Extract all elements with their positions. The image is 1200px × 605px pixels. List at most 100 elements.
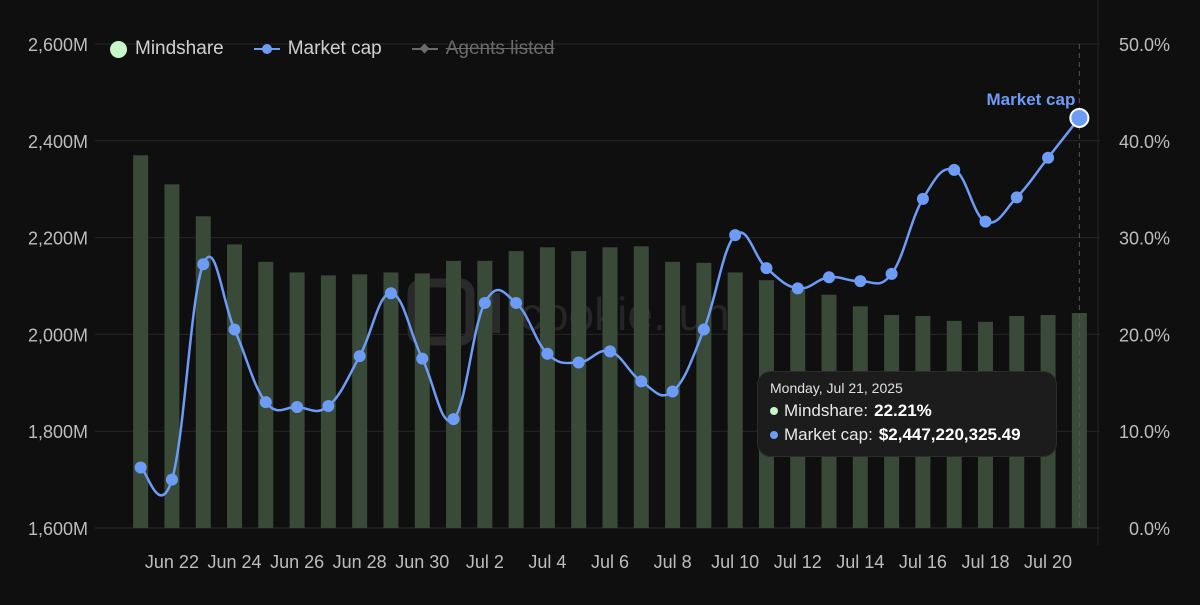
x-tick-label: Jul 12 [774,552,822,572]
x-tick-label: Jun 28 [333,552,387,572]
legend-label-mindshare: Mindshare [135,38,224,59]
legend-label-agents-listed: Agents listed [445,38,555,59]
market-cap-point [510,296,523,309]
mindshare-bar [696,262,712,528]
x-tick-label: Jul 6 [591,552,629,572]
mindshare-bar [227,244,243,528]
tooltip-market-cap-dot [770,431,778,439]
watermark-logo-mark [407,278,475,346]
market-cap-point [885,267,898,280]
market-cap-point [697,323,710,336]
x-tick-label: Jul 10 [711,552,759,572]
market-cap-point [322,400,335,413]
y-left-tick-label: 2,600M [28,35,88,55]
y-left-tick-label: 2,000M [28,325,88,345]
market-cap-point [259,396,272,409]
y-right-tick-label: 20.0% [1119,325,1170,345]
market-cap-point [572,356,585,369]
mindshare-bar [446,260,462,528]
market-cap-point [384,287,397,300]
mindshare-bar [164,184,180,529]
market-cap-point [134,461,147,474]
mindshare-bar [602,247,618,528]
agents-listed-legend-marker [411,42,438,56]
market-cap-point [541,347,554,360]
x-tick-label: Jul 2 [466,552,504,572]
legend-item-agents-listed[interactable]: Agents listed [411,38,555,60]
market-cap-point [1042,151,1055,164]
mindshare-bar [571,251,587,529]
legend-item-market-cap[interactable]: Market cap [253,38,382,60]
cookie-fun-watermark: cookie.fun [407,278,730,346]
x-tick-label: Jul 4 [528,552,566,572]
tooltip-mindshare-dot [770,407,778,415]
tooltip-market-cap-value: $2,447,220,325.49 [878,425,1021,444]
mindshare-bar [727,272,743,528]
chart-tooltip: Monday, Jul 21, 2025 Mindshare: 22.21% M… [757,371,1057,457]
watermark-text: cookie.fun [520,288,730,340]
market-cap-point [666,385,679,398]
x-tick-label: Jul 8 [654,552,692,572]
market-cap-line: Market cap [134,44,1090,528]
axes: 1,600M 1,800M 2,000M 2,200M 2,400M 2,600M 0.0%… [28,35,1170,572]
watermark-logo-bar [490,293,500,333]
tooltip-date: Monday, Jul 21, 2025 [770,380,903,396]
market-cap-point [165,473,178,486]
y-right-tick-label: 50.0% [1119,35,1170,55]
market-cap-point-active [1069,107,1090,128]
mindshare-bar [1071,313,1087,528]
market-cap-point [478,296,491,309]
mindshare-bar [539,247,555,528]
market-cap-point [416,352,429,365]
mindshare-bar [477,260,493,528]
y-right-tick-label: 30.0% [1119,229,1170,249]
mindshare-bar [352,274,368,528]
market-cap-point [791,282,804,295]
mindshare-bar [195,216,211,528]
x-tick-label: Jul 14 [836,552,884,572]
x-tick-label: Jun 22 [145,552,199,572]
market-cap-point [1010,191,1023,204]
market-cap-point [604,345,616,358]
tooltip-mindshare-label: Mindshare: [784,401,869,420]
x-tick-label: Jul 16 [899,552,947,572]
y-right-tick-label: 40.0% [1119,132,1170,152]
market-cap-point [823,271,836,284]
mindshare-bar [383,272,399,528]
x-tick-label: Jul 20 [1024,552,1072,572]
y-left-tick-label: 2,400M [28,132,88,152]
chart-legend: Mindshare Market cap Agents listed [110,37,555,61]
market-cap-point [729,229,742,242]
tooltip-mindshare-value: 22.21% [874,401,932,420]
mindshare-bars [133,155,1087,529]
mindshare-bar [133,155,149,528]
y-right-tick-label: 10.0% [1119,422,1170,442]
mindshare-bar [508,251,524,529]
x-tick-label: Jun 26 [270,552,324,572]
market-cap-point [760,262,773,275]
legend-label-market-cap: Market cap [287,38,382,59]
tooltip-market-cap-label: Market cap: [784,425,873,444]
x-tick-label: Jun 30 [395,552,449,572]
market-cap-point [916,192,929,205]
tooltip-row-mindshare: Mindshare: 22.21% [770,399,1044,423]
market-cap-annotation: Market cap [987,90,1076,109]
tooltip-row-market-cap: Market cap: $2,447,220,325.49 [770,423,1044,447]
market-cap-point [353,350,366,363]
market-cap-legend-marker [253,42,280,56]
y-left-tick-label: 1,600M [28,519,88,539]
x-tick-label: Jul 18 [961,552,1009,572]
market-cap-point [948,163,961,176]
y-left-tick-label: 1,800M [28,422,88,442]
legend-item-mindshare[interactable]: Mindshare [110,38,224,60]
mindshare-bar [289,272,305,528]
y-right-tick-label: 0.0% [1129,519,1170,539]
market-cap-point [291,401,304,413]
y-left-tick-label: 2,200M [28,229,88,249]
mindshare-bar [414,273,430,528]
mindshare-legend-marker [110,40,127,58]
market-cap-point [979,215,992,228]
market-cap-point [447,413,460,426]
market-cap-point [635,375,648,388]
